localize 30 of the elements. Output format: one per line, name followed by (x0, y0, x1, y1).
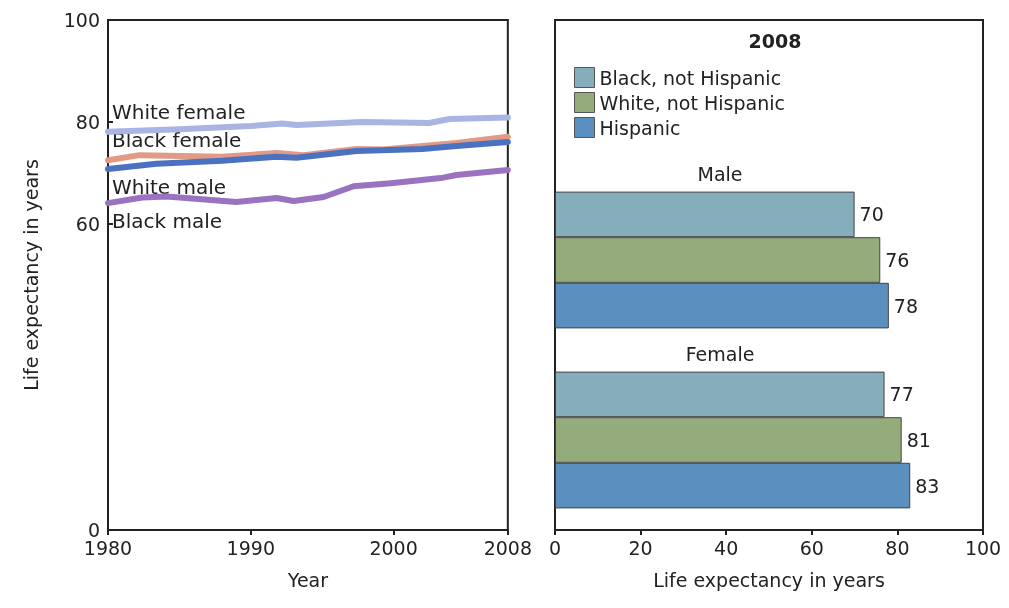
y-tick-label: Female (685, 342, 755, 365)
y-tick-label: Male (697, 162, 743, 185)
x-tick-label: 40 (714, 536, 739, 559)
x-tick-label: 20 (628, 536, 653, 559)
y-axis-title: Life expectancy in years (19, 159, 42, 391)
x-tick-label: 100 (964, 536, 1002, 559)
x-axis-title: Year (286, 568, 329, 591)
x-tick-label: 0 (548, 536, 562, 559)
x-axis-title: Life expectancy in years (653, 568, 885, 591)
data-label: 77 (889, 383, 914, 406)
legend-label: White, not Hispanic (599, 91, 785, 114)
x-tick-label: 1990 (226, 536, 275, 559)
y-tick-label: 60 (75, 213, 100, 235)
y-tick-label: 100 (63, 9, 100, 31)
data-label: 76 (885, 249, 910, 271)
data-label: 78 (893, 294, 919, 317)
x-tick-label: 80 (885, 536, 910, 559)
y-tick-label: 80 (75, 111, 100, 133)
data-label: 83 (915, 474, 940, 497)
x-tick-label: 2000 (369, 536, 418, 559)
legend-label: Black, not Hispanic (599, 66, 782, 89)
data-label: 70 (859, 203, 884, 226)
x-tick-label: 2008 (483, 536, 532, 559)
series-label: Black male (112, 209, 223, 234)
text: 2008 (748, 29, 802, 52)
x-tick-label: 60 (799, 536, 824, 559)
legend-label: Hispanic (599, 116, 681, 139)
series-label: White male (112, 174, 227, 199)
data-label: 81 (906, 429, 931, 451)
series-label: White female (112, 99, 246, 124)
